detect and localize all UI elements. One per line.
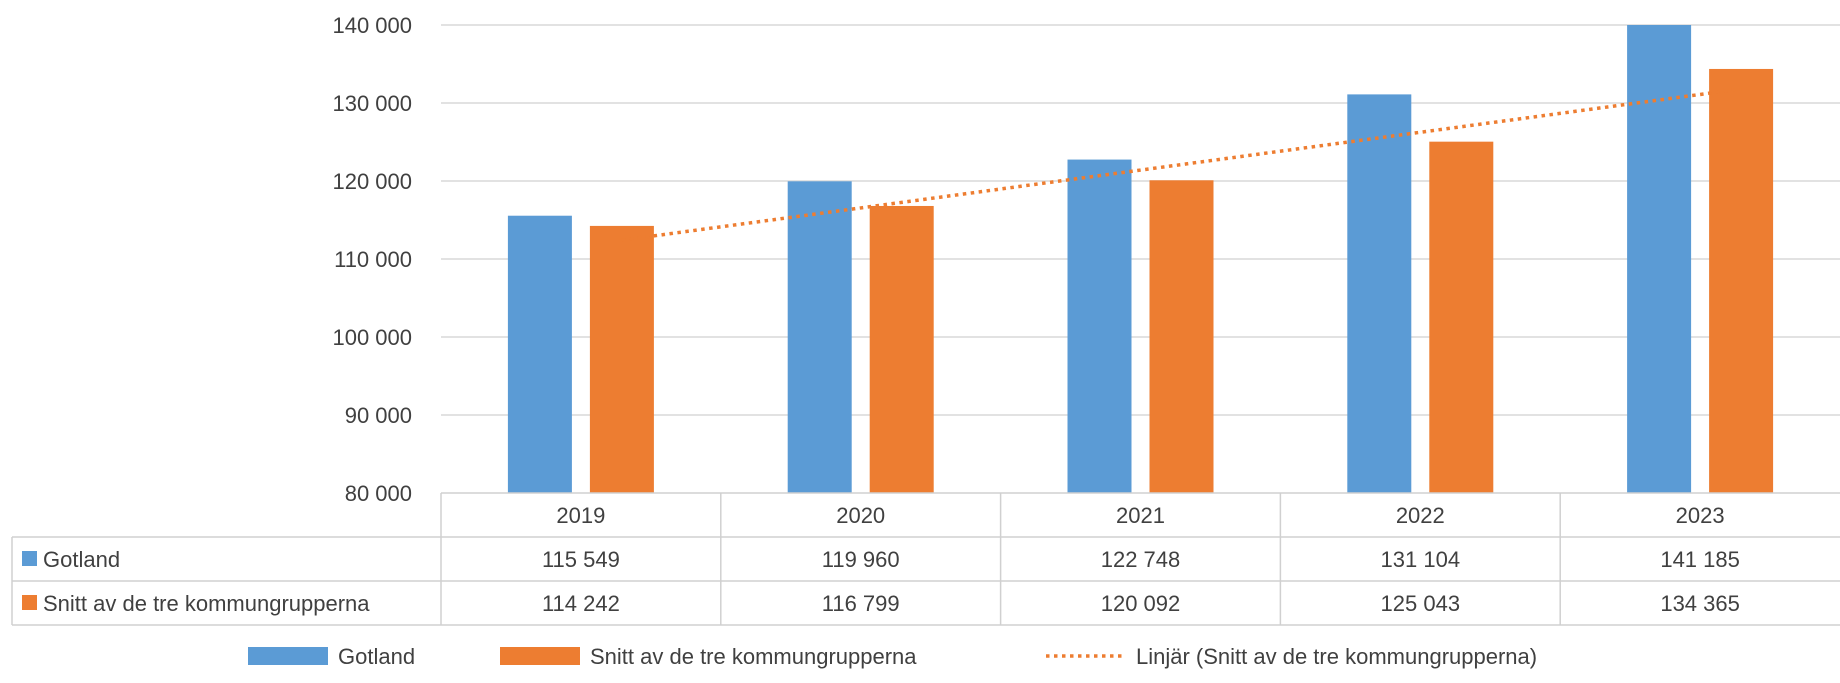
data-label: 114 242 — [542, 591, 620, 616]
legend-label: Gotland — [338, 644, 415, 669]
bar — [1067, 159, 1132, 493]
y-tick-label: 110 000 — [334, 247, 412, 272]
category-label: 2023 — [1676, 503, 1725, 528]
data-label: 134 365 — [1660, 591, 1740, 616]
bar — [1627, 25, 1692, 493]
bar — [1709, 68, 1774, 493]
bar — [1347, 94, 1412, 494]
bars — [507, 25, 1774, 494]
category-label: 2020 — [836, 503, 885, 528]
category-label: 2021 — [1116, 503, 1165, 528]
legend-swatch-gotland — [248, 647, 328, 665]
data-label: 141 185 — [1660, 547, 1740, 572]
category-label: 2019 — [556, 503, 605, 528]
legend-key — [22, 595, 37, 610]
legend-label: Snitt av de tre kommungrupperna — [590, 644, 917, 669]
y-tick-label: 100 000 — [332, 325, 412, 350]
y-axis-ticks: 80 000 90 000 100 000 110 000 120 000 130 000… — [332, 13, 412, 506]
data-label: 125 043 — [1381, 591, 1461, 616]
bar — [869, 205, 934, 493]
series-name: Gotland — [43, 547, 120, 572]
data-label: 116 799 — [822, 591, 900, 616]
y-tick-label: 130 000 — [332, 91, 412, 116]
category-label: 2022 — [1396, 503, 1445, 528]
data-label: 122 748 — [1101, 547, 1181, 572]
bar — [507, 215, 572, 493]
gridlines — [441, 24, 1840, 416]
bar — [589, 225, 654, 493]
data-label: 131 104 — [1381, 547, 1461, 572]
y-tick-label: 140 000 — [332, 13, 412, 38]
data-label: 120 092 — [1101, 591, 1181, 616]
legend: Gotland Snitt av de tre kommungrupperna Li… — [248, 644, 1537, 669]
bar — [1149, 180, 1214, 493]
series-name: Snitt av de tre kommungrupperna — [43, 591, 370, 616]
y-tick-label: 120 000 — [332, 169, 412, 194]
legend-swatch-snitt — [500, 647, 580, 665]
bar — [787, 181, 852, 493]
bar — [1429, 141, 1494, 493]
data-label: 115 549 — [542, 547, 620, 572]
y-tick-label: 80 000 — [345, 481, 412, 506]
legend-label: Linjär (Snitt av de tre kommungrupperna) — [1136, 644, 1537, 669]
y-tick-label: 90 000 — [345, 403, 412, 428]
data-table: 2019 2020 2021 2022 2023 Gotland 115 549 119 96… — [11, 492, 1840, 626]
legend-key — [22, 551, 37, 566]
data-label: 119 960 — [822, 547, 900, 572]
